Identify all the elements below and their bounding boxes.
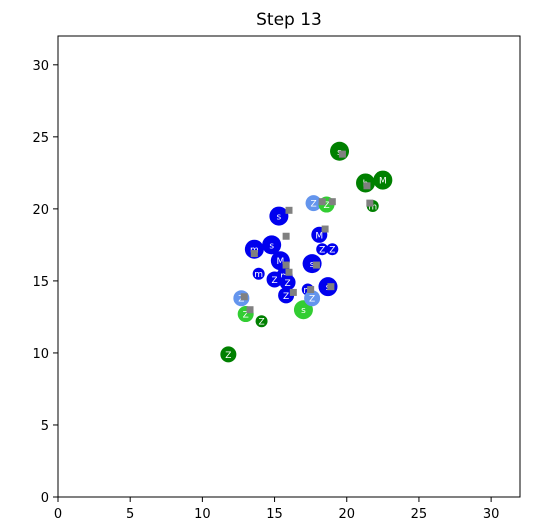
x-tick-label: 10 — [194, 507, 211, 522]
point-label: Z — [319, 246, 325, 256]
point-circle — [252, 267, 265, 280]
point-label: m — [254, 270, 263, 280]
point-label: M — [315, 231, 323, 241]
square-marker — [282, 232, 290, 240]
data-point: Z — [304, 290, 321, 307]
square-marker — [321, 225, 329, 233]
point-label: Z — [258, 318, 264, 328]
square-marker — [312, 261, 320, 269]
data-point: m — [252, 267, 265, 280]
x-tick-label: 0 — [54, 507, 62, 522]
point-label: Z — [310, 200, 316, 210]
data-point: Z — [255, 315, 268, 328]
square-marker — [246, 306, 254, 314]
chart-title: Step 13 — [256, 10, 322, 30]
point-circle — [326, 243, 339, 256]
square-marker — [289, 288, 297, 296]
chart-marks: ZZZZmmssMZZmZsmZssMZZZZshMm — [220, 141, 393, 363]
data-point: s — [269, 206, 289, 226]
data-point: s — [262, 235, 282, 255]
data-point: Z — [316, 243, 329, 256]
y-tick-label: 30 — [32, 59, 49, 74]
y-tick-label: 5 — [41, 419, 49, 434]
data-point: Z — [279, 274, 296, 291]
data-point: M — [373, 170, 393, 190]
data-point: Z — [326, 243, 339, 256]
point-label: Z — [309, 295, 315, 305]
point-label: M — [379, 177, 387, 187]
x-tick-label: 20 — [338, 507, 355, 522]
point-label: s — [301, 306, 306, 316]
plot-area-frame — [57, 35, 521, 498]
x-tick-label: 5 — [126, 507, 134, 522]
square-marker — [285, 268, 293, 276]
chart-axes: 0 5 10 15 20 25 30 0 5 10 15 20 25 30 — [32, 59, 499, 522]
square-marker — [240, 293, 248, 301]
point-circle — [244, 239, 264, 259]
square-marker — [282, 261, 290, 269]
point-circle — [255, 315, 268, 328]
y-tick-label: 15 — [32, 275, 49, 290]
y-tick-label: 0 — [41, 491, 49, 506]
square-marker — [307, 286, 315, 294]
point-label: Z — [323, 201, 329, 211]
point-circle — [316, 243, 329, 256]
square-marker — [366, 199, 374, 207]
point-circle — [304, 290, 321, 307]
y-tick-label: 10 — [32, 347, 49, 362]
point-circle — [279, 274, 296, 291]
point-label: Z — [225, 351, 231, 361]
square-marker — [338, 150, 346, 158]
point-label: s — [310, 260, 315, 270]
square-marker — [327, 283, 335, 291]
x-tick-label: 15 — [266, 507, 283, 522]
data-point: Z — [305, 195, 322, 212]
point-label: M — [276, 257, 284, 267]
point-circle — [373, 170, 393, 190]
y-tick-label: 20 — [32, 203, 49, 218]
x-tick-label: 30 — [483, 507, 500, 522]
point-circle — [269, 206, 289, 226]
point-circle — [220, 346, 237, 363]
point-label: Z — [283, 292, 289, 302]
point-circle — [262, 235, 282, 255]
data-point: Z — [220, 346, 237, 363]
point-label: Z — [243, 311, 249, 321]
point-circle — [305, 195, 322, 212]
x-tick-label: 25 — [411, 507, 428, 522]
point-label: Z — [271, 276, 277, 286]
square-marker — [328, 198, 336, 206]
point-label: s — [277, 213, 282, 223]
point-label: Z — [284, 279, 290, 289]
square-marker — [363, 182, 371, 190]
square-marker — [285, 206, 293, 214]
point-label: m — [368, 202, 377, 212]
square-marker — [318, 198, 326, 206]
square-marker — [250, 250, 258, 258]
y-tick-label: 25 — [32, 131, 49, 146]
point-label: s — [269, 241, 274, 251]
point-label: Z — [329, 246, 335, 256]
